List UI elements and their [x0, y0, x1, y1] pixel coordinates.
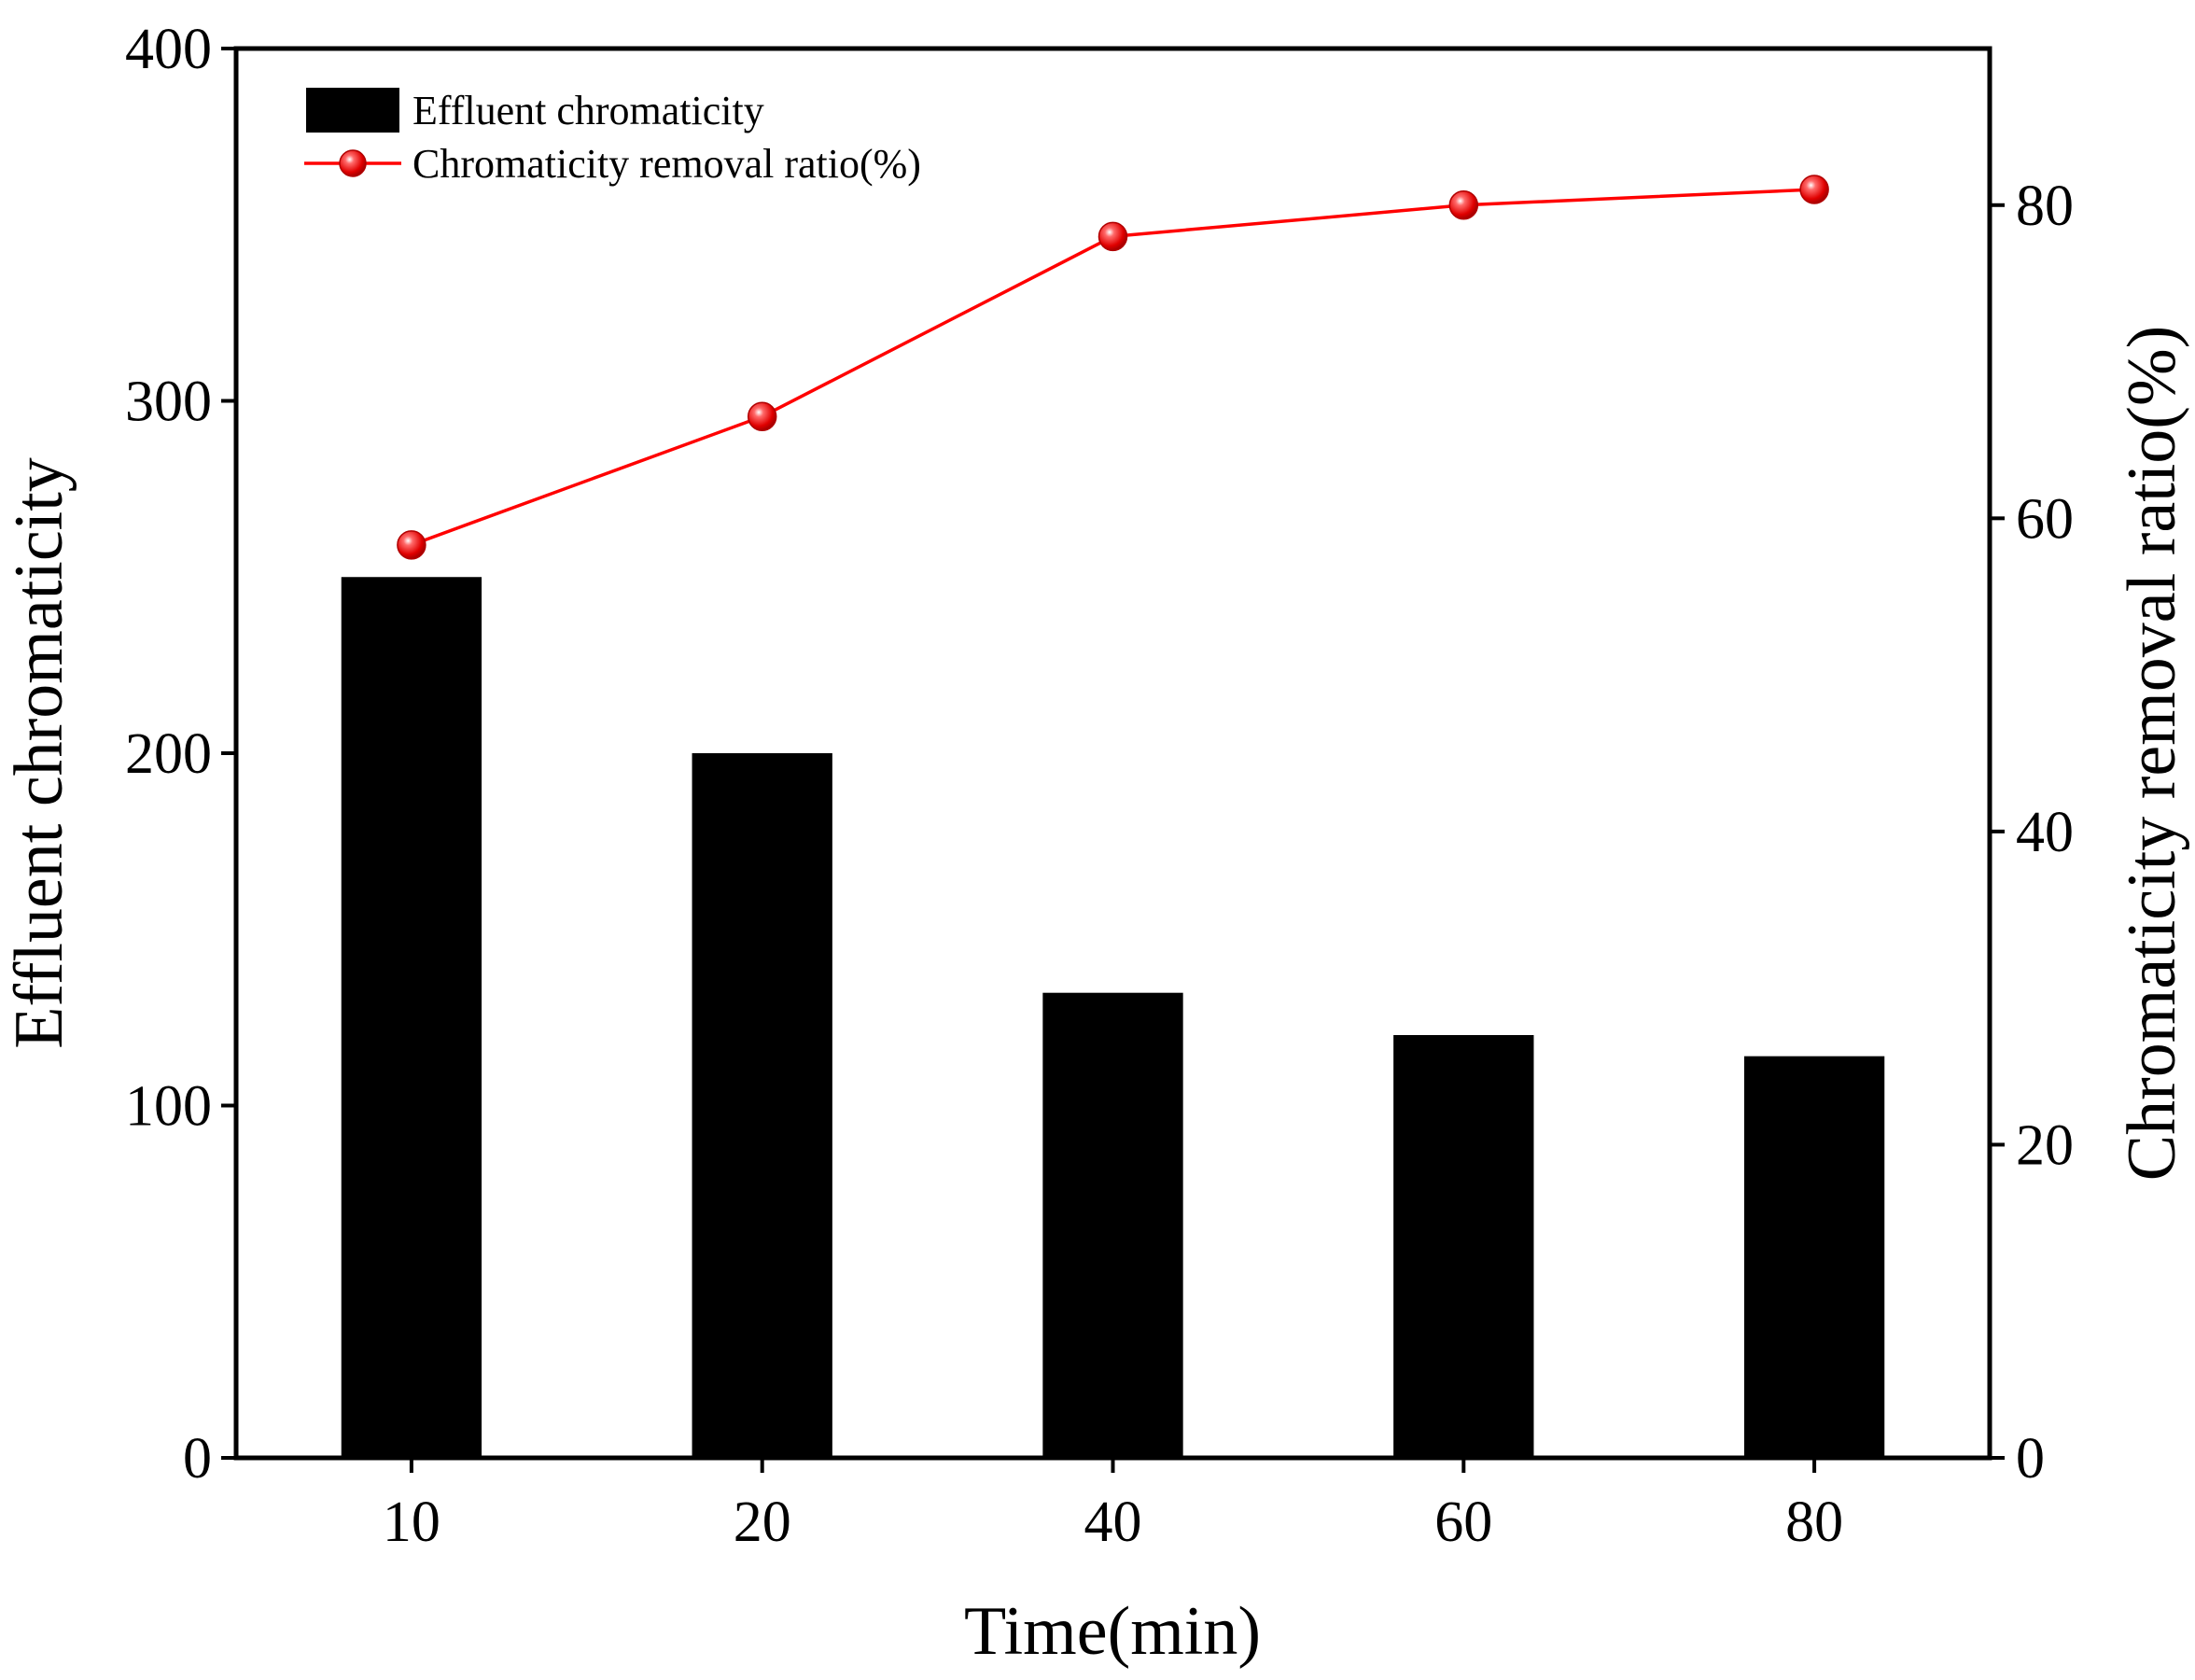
legend: Effluent chromaticity Chromaticity remov… [304, 88, 921, 187]
removal-ratio-point-60 [1448, 190, 1479, 220]
left-tick-label: 200 [125, 722, 212, 786]
removal-ratio-point-80 [1799, 175, 1829, 204]
removal-ratio-point-20 [747, 401, 777, 432]
right-tick-label: 60 [2016, 487, 2074, 551]
left-tick-label: 0 [183, 1427, 212, 1491]
x-tick-label: 80 [1785, 1491, 1843, 1554]
removal-ratio-point-10 [397, 530, 426, 560]
right-tick-label: 20 [2016, 1113, 2074, 1177]
bar-20 [692, 753, 832, 1458]
legend-label-bar: Effluent chromaticity [412, 88, 764, 133]
x-tick-label: 40 [1084, 1491, 1142, 1554]
left-tick-label: 400 [125, 18, 212, 81]
right-tick-label: 40 [2016, 801, 2074, 864]
x-tick-label: 10 [383, 1491, 440, 1554]
x-axis-ticks: 10 20 40 60 80 [383, 1458, 1843, 1554]
bar-40 [1042, 992, 1183, 1458]
line-layer [397, 175, 1829, 560]
left-axis-title: Effluent chromaticity [1, 457, 77, 1049]
left-tick-label: 100 [125, 1075, 212, 1139]
legend-swatch-marker [339, 149, 367, 177]
bar-60 [1393, 1035, 1534, 1458]
x-tick-label: 20 [734, 1491, 791, 1554]
right-tick-label: 0 [2016, 1427, 2045, 1491]
legend-label-line: Chromaticity removal ratio(%) [412, 141, 921, 187]
removal-ratio-point-40 [1098, 221, 1128, 252]
bars-layer [341, 577, 1885, 1458]
bar-80 [1743, 1056, 1885, 1458]
right-axis-title: Chromaticity removal ratio(%) [2114, 326, 2190, 1181]
left-tick-label: 300 [125, 371, 212, 434]
legend-swatch-bar [306, 88, 399, 133]
left-axis-ticks: 0 100 200 300 400 [125, 18, 236, 1491]
bar-10 [341, 577, 482, 1458]
right-axis-ticks: 0 20 40 60 80 [1990, 175, 2074, 1491]
x-axis-title: Time(min) [964, 1593, 1261, 1670]
x-tick-label: 60 [1434, 1491, 1492, 1554]
right-tick-label: 80 [2016, 175, 2074, 238]
